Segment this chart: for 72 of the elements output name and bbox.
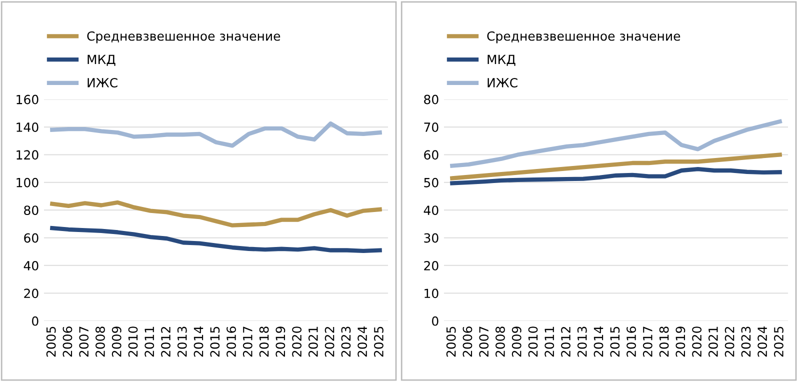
x-tick-label: 2011 — [144, 326, 154, 357]
y-tick-label: 100 — [16, 178, 38, 188]
x-tick-label: 2016 — [626, 326, 636, 357]
y-tick-label: 120 — [16, 150, 38, 160]
y-tick-label: 0 — [432, 316, 438, 326]
x-tick-label: 2022 — [724, 326, 734, 357]
y-tick-label: 20 — [424, 260, 438, 270]
y-tick-label: 30 — [424, 233, 438, 243]
y-tick-label: 70 — [424, 122, 438, 132]
x-tick-label: 2025 — [774, 326, 784, 357]
x-tick-label: 2005 — [46, 326, 56, 357]
x-tick-label: 2015 — [210, 326, 220, 357]
line-series — [50, 121, 382, 148]
x-tick-label: 2011 — [544, 326, 554, 357]
x-tick-label: 2019 — [276, 326, 286, 357]
y-tick-label: 20 — [24, 288, 38, 298]
x-tick-label: 2013 — [177, 326, 187, 357]
x-tick-label: 2008 — [96, 326, 105, 357]
line-series — [50, 226, 382, 254]
y-tick-label: 10 — [424, 288, 438, 298]
x-tick-label: 2009 — [112, 326, 122, 357]
x-tick-label: 2024 — [358, 326, 368, 357]
x-tick-label: 2022 — [324, 326, 334, 357]
line-series — [450, 119, 782, 168]
x-tick-label: 2020 — [692, 326, 702, 357]
x-tick-label: 2016 — [226, 326, 236, 357]
y-tick-label: 160 — [16, 94, 38, 104]
legend-label: Средневзвешенное значение — [87, 31, 280, 44]
x-tick-label: 2012 — [561, 326, 570, 357]
x-tick-label: 2007 — [79, 326, 89, 357]
legend-label: ИЖС — [488, 78, 518, 88]
x-tick-label: 2025 — [374, 326, 384, 357]
x-tick-label: 2013 — [577, 326, 587, 357]
y-tick-label: 40 — [24, 260, 38, 270]
y-tick-label: 80 — [24, 206, 38, 216]
legend-label: Средневзвешенное значение — [487, 31, 680, 44]
y-tick-label: 0 — [32, 316, 38, 326]
x-tick-label: 2014 — [594, 326, 604, 357]
x-tick-label: 2015 — [610, 326, 620, 357]
y-tick-label: 60 — [24, 233, 38, 243]
legend-label: МКД — [88, 54, 116, 66]
x-tick-label: 2017 — [242, 326, 252, 357]
x-tick-label: 2021 — [308, 326, 318, 357]
y-tick-label: 80 — [424, 94, 438, 104]
x-tick-label: 2005 — [446, 326, 456, 357]
x-tick-label: 2020 — [292, 326, 302, 357]
x-tick-label: 2014 — [194, 326, 204, 357]
legend-label: ИЖС — [88, 78, 118, 88]
x-tick-label: 2008 — [496, 326, 505, 357]
x-tick-label: 2024 — [758, 326, 768, 357]
y-tick-label: 60 — [424, 150, 438, 160]
x-tick-label: 2010 — [528, 326, 538, 357]
x-tick-label: 2017 — [642, 326, 652, 357]
x-tick-label: 2019 — [676, 326, 686, 357]
x-tick-label: 2009 — [512, 326, 522, 357]
x-tick-label: 2006 — [462, 326, 472, 357]
line-series — [450, 152, 782, 180]
line-series — [450, 167, 782, 186]
x-tick-label: 2021 — [708, 326, 718, 357]
x-tick-label: 2018 — [659, 326, 669, 357]
y-tick-label: 40 — [424, 206, 438, 216]
x-tick-label: 2023 — [741, 326, 751, 357]
x-tick-label: 2012 — [161, 326, 170, 357]
y-tick-label: 50 — [424, 178, 438, 188]
x-tick-label: 2018 — [259, 326, 269, 357]
x-tick-label: 2010 — [128, 326, 138, 357]
line-series — [50, 200, 382, 228]
x-tick-label: 2023 — [341, 326, 351, 357]
x-tick-label: 2007 — [479, 326, 489, 357]
legend-label: МКД — [488, 54, 516, 66]
x-tick-label: 2006 — [62, 326, 72, 357]
y-tick-label: 140 — [16, 122, 38, 132]
